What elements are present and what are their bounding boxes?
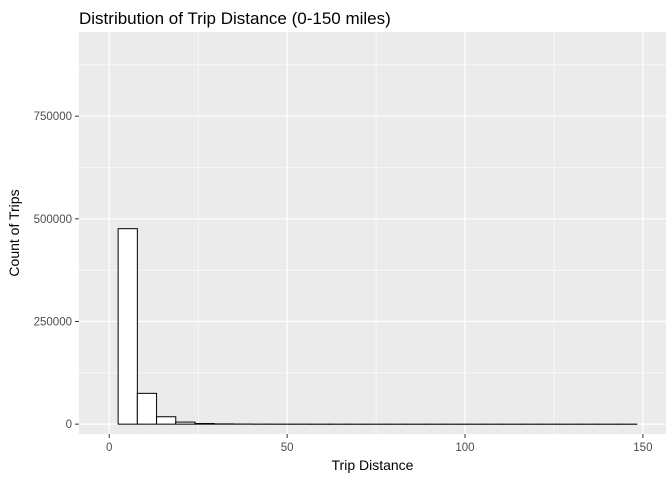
y-axis-title: Count of Trips — [6, 189, 22, 276]
histogram-bar — [156, 416, 177, 425]
x-tick-label: 100 — [455, 442, 474, 454]
y-tick-label: 250000 — [34, 316, 72, 328]
y-tick-label: 500000 — [34, 214, 72, 226]
x-tick-label: 0 — [106, 442, 112, 454]
chart-title: Distribution of Trip Distance (0-150 mil… — [79, 9, 391, 28]
histogram-bar — [194, 423, 215, 425]
minor-gridlines — [79, 32, 666, 434]
histogram-bars — [117, 228, 638, 425]
y-tick-label: 0 — [66, 419, 72, 431]
x-tick-label: 150 — [633, 442, 652, 454]
histogram-bar — [136, 392, 158, 425]
y-tick-label: 750000 — [34, 111, 72, 123]
histogram-bar — [117, 228, 138, 425]
histogram-bar — [175, 421, 196, 425]
x-axis-ticks: 0 50 100 150 — [106, 434, 652, 454]
x-axis-title: Trip Distance — [332, 457, 414, 473]
x-tick-label: 50 — [281, 442, 294, 454]
y-axis-ticks: 0 250000 500000 750000 — [34, 111, 79, 431]
plot-panel — [79, 32, 666, 434]
